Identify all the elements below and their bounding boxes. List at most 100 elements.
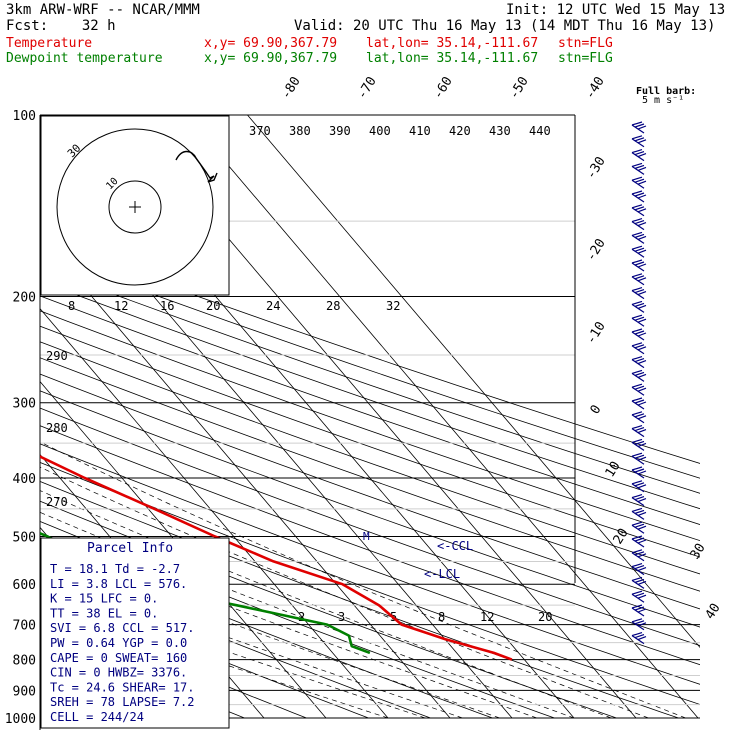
theta-label: 410 [409, 124, 431, 138]
forecast-hour: Fcst: 32 h [6, 18, 116, 34]
dewpoint-xy: x,y= 69.90,367.79 [204, 51, 338, 66]
temperature-latlon: lat,lon= 35.14,-111.67 [366, 36, 539, 51]
dewpoint-station: stn=FLG [558, 51, 613, 66]
pressure-label: 500 [13, 530, 36, 545]
pressure-label: 800 [13, 654, 36, 669]
wind-barb [631, 521, 647, 534]
full-barb-value: 5 m s⁻¹ [642, 95, 684, 106]
theta-label: 370 [249, 124, 271, 138]
isotherm-right-label: -20 [584, 236, 609, 264]
wind-barb [631, 176, 647, 189]
pressure-label: 200 [13, 291, 36, 306]
wind-barb [631, 590, 647, 603]
ccl-marker: <-CCL [437, 539, 473, 553]
wind-barb [631, 135, 647, 148]
isotherm-right-label: 0 [588, 403, 605, 418]
kts-tick: 16 [160, 299, 174, 313]
theta-label: 390 [329, 124, 351, 138]
isotherm-top-label: -40 [583, 74, 608, 102]
pressure-label: 400 [13, 472, 36, 487]
wind-barb [631, 452, 647, 465]
isotherm-right-label: 30 [688, 541, 709, 562]
wind-barb [631, 121, 647, 134]
parcel-info-row: K = 15 LFC = 0. [50, 592, 158, 606]
isotherm [40, 380, 327, 719]
parcel-info-row: SVI = 6.8 CCL = 517. [50, 621, 195, 635]
wind-barb [631, 273, 647, 286]
theta-label: 440 [529, 124, 551, 138]
wind-barb [631, 411, 647, 424]
wind-barb [631, 438, 647, 451]
theta-label: 400 [369, 124, 391, 138]
theta-label: 380 [289, 124, 311, 138]
mixing-ratio-label: 12 [480, 610, 494, 624]
wind-barb [631, 494, 647, 507]
wind-barb [631, 342, 647, 355]
mixing-ratio-label: 3 [338, 610, 345, 624]
theta-left-label: 280 [46, 421, 68, 435]
pressure-label: 100 [13, 109, 36, 124]
wind-barb [631, 356, 647, 369]
wind-barb [631, 369, 647, 382]
isotherm-top-label: -60 [431, 74, 456, 102]
pressure-label: 300 [13, 397, 36, 412]
parcel-info-row: TT = 38 EL = 0. [50, 606, 158, 620]
moist-adiabat [40, 601, 389, 719]
temperature-xy: x,y= 69.90,367.79 [204, 36, 338, 51]
wind-barb [631, 218, 647, 231]
pressure-label: 600 [13, 578, 36, 593]
wind-barb [631, 314, 647, 327]
wind-barb [631, 507, 647, 520]
isotherm-right-label: -10 [584, 319, 609, 347]
isotherm-right-label: 10 [603, 459, 624, 480]
kts-tick: 24 [266, 299, 280, 313]
hodograph-outer-ring [56, 128, 214, 286]
wind-barb [631, 535, 647, 548]
temperature-legend: Temperature [6, 36, 93, 51]
wind-barb [631, 328, 647, 341]
parcel-info-row: SREH = 78 LAPSE= 7.2 [50, 695, 195, 709]
hodograph-trace [175, 150, 218, 183]
lcl-marker: <-LCL [424, 567, 460, 581]
wind-barb [631, 190, 647, 203]
parcel-info-row: Tc = 24.6 SHEAR= 17. [50, 680, 195, 694]
theta-label: 430 [489, 124, 511, 138]
kts-tick: 20 [206, 299, 220, 313]
mixing-ratio-label: 20 [538, 610, 552, 624]
init-time: Init: 12 UTC Wed 15 May 13 [506, 2, 726, 18]
wind-barb [631, 300, 647, 313]
isotherm-top-label: -50 [507, 74, 532, 102]
parcel-info-row: T = 18.1 Td = -2.7 [50, 562, 180, 576]
isotherm [40, 235, 451, 719]
wind-barb [631, 259, 647, 272]
pressure-label: 700 [13, 619, 36, 634]
pressure-label: 900 [13, 684, 36, 699]
pressure-label: 1000 [5, 712, 36, 727]
moist-adiabat [40, 585, 426, 719]
parcel-info-row: CIN = 0 HWBZ= 3376. [50, 666, 187, 680]
parcel-m-marker: M [363, 530, 370, 543]
isotherm-right-label: -30 [584, 154, 609, 182]
wind-barb [631, 287, 647, 300]
kts-tick: 32 [386, 299, 400, 313]
temperature-line [40, 455, 513, 661]
dry-adiabat [40, 357, 700, 592]
wind-barb [631, 618, 647, 631]
theta-label: 420 [449, 124, 471, 138]
isotherm [247, 115, 700, 649]
theta-left-label: 270 [46, 495, 68, 509]
wind-barb [631, 576, 647, 589]
parcel-info-row: LI = 3.8 LCL = 576. [50, 577, 187, 591]
dewpoint-line [40, 531, 371, 655]
wind-barb [631, 383, 647, 396]
kts-tick: 12 [114, 299, 128, 313]
temperature-station: stn=FLG [558, 36, 613, 51]
wind-barb [631, 549, 647, 562]
wind-barb [631, 563, 647, 576]
hodograph-inner-ring [108, 180, 162, 234]
wind-barb [631, 480, 647, 493]
wind-barb [631, 204, 647, 217]
wind-barb [631, 231, 647, 244]
full-barb-title: Full barb: [636, 86, 696, 97]
